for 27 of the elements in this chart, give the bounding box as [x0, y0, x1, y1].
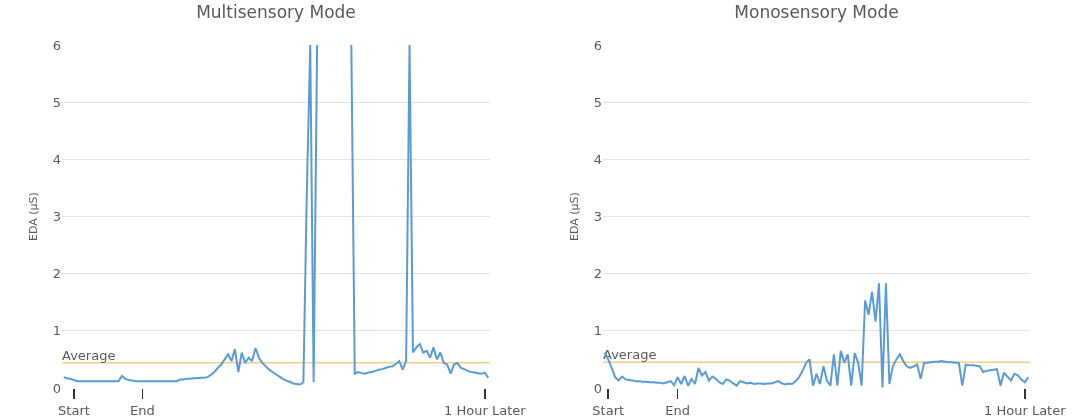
y-tick-label: 3: [593, 209, 602, 225]
line-series: [603, 282, 1030, 388]
ref-line-label: Average: [62, 347, 116, 363]
x-tick-label: 1 Hour Later: [984, 402, 1067, 418]
y-tick-label: 4: [52, 151, 61, 167]
y-axis-title: EDA (µS): [568, 192, 582, 241]
x-tick-label: End: [130, 402, 155, 418]
x-tick-label: End: [665, 402, 690, 418]
y-tick-label: 4: [593, 151, 602, 167]
y-tick-label: 1: [593, 323, 602, 339]
y-tick-label: 5: [52, 94, 61, 110]
x-tick-label: Start: [592, 402, 625, 418]
ref-line-label: Average: [603, 347, 657, 363]
y-tick-label: 2: [52, 266, 61, 282]
y-tick-label: 3: [52, 209, 61, 225]
y-tick-label: 6: [593, 37, 602, 53]
chart-title: Multisensory Mode: [196, 2, 356, 23]
y-tick-label: 0: [593, 380, 602, 396]
y-tick-label: 0: [52, 380, 61, 396]
y-tick-label: 5: [593, 94, 602, 110]
y-axis-title: EDA (µS): [27, 192, 41, 241]
x-tick-label: 1 Hour Later: [444, 402, 527, 418]
y-tick-label: 6: [52, 37, 61, 53]
y-tick-label: 2: [593, 266, 602, 282]
x-tick-label: Start: [58, 402, 90, 418]
y-tick-label: 1: [52, 323, 61, 339]
chart-title: Monosensory Mode: [734, 2, 899, 23]
